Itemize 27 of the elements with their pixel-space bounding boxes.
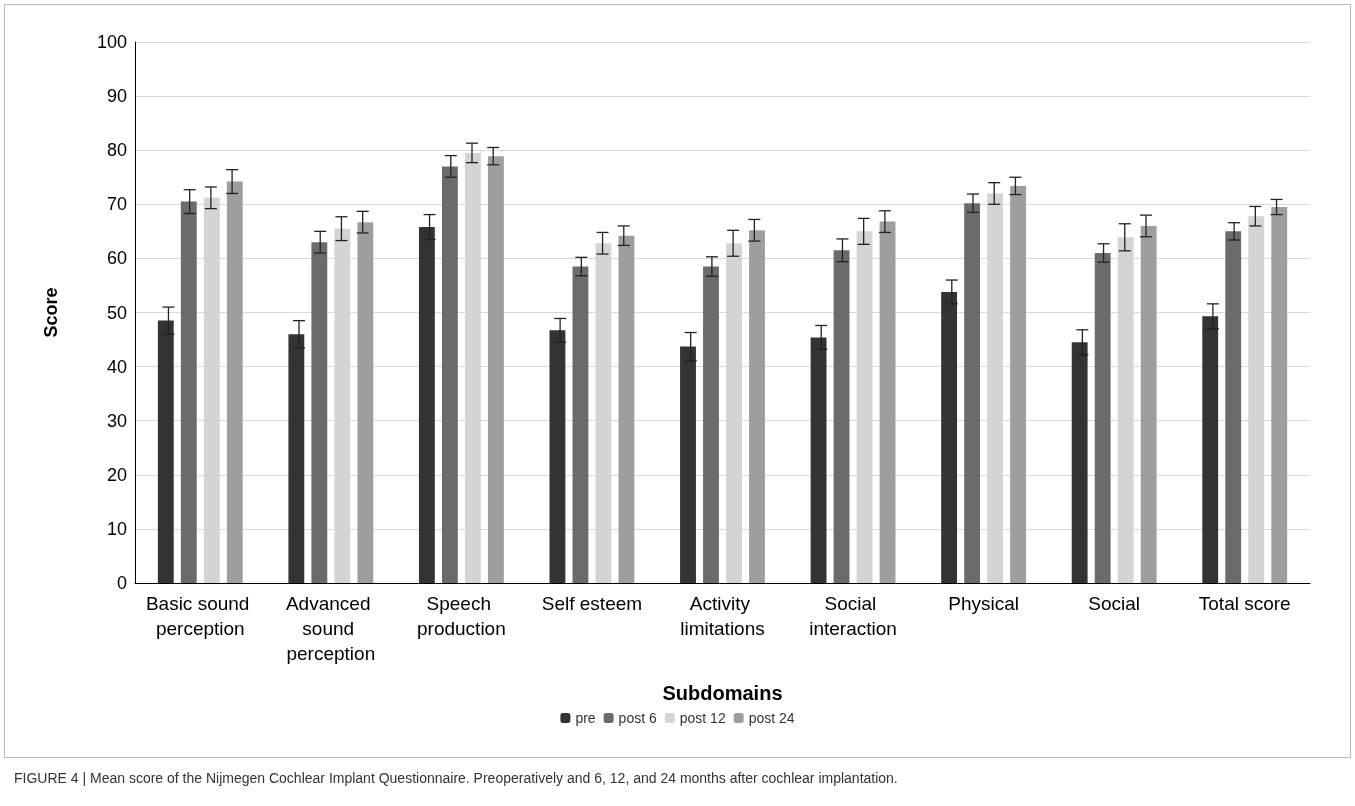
y-tick-label: 50: [106, 302, 127, 323]
y-tick-label: 60: [106, 248, 127, 269]
x-tick-label: Basic sound perception: [145, 593, 255, 639]
y-tick-label: 20: [106, 464, 127, 485]
y-tick-label: 30: [106, 410, 127, 431]
x-tick-label: Social interaction: [809, 593, 897, 639]
x-tick-label: Total score: [1198, 593, 1291, 614]
y-axis-title: Score: [41, 287, 61, 338]
y-tick-label: 0: [116, 573, 127, 593]
x-tick-label: Social: [1088, 593, 1141, 614]
x-tick-label: Activity limitations: [680, 593, 765, 639]
y-tick-label: 90: [106, 86, 127, 107]
legend-label: pre: [575, 710, 596, 726]
y-tick-label: 70: [106, 194, 127, 215]
x-tick-label: Self esteem: [541, 593, 643, 614]
legend-label: post 12: [679, 710, 726, 726]
x-tick-label: Advanced sound perception: [285, 593, 376, 664]
y-tick-label: 10: [106, 518, 127, 539]
caption: FIGURE 4 | Mean score of the Nijmegen Cochlear Implant Questionnaire. Preoperatively and 6, 12, and 24 months after cochlear implantation.: [14, 770, 898, 786]
y-tick-label: 40: [106, 356, 127, 377]
x-tick-label: Speech production: [417, 593, 506, 639]
x-axis-title: Subdomains: [662, 682, 783, 704]
x-tick-label: Physical: [948, 593, 1019, 614]
legend-label: post 24: [748, 710, 795, 726]
legend-label: post 6: [618, 710, 657, 726]
y-tick-label: 100: [96, 32, 127, 52]
y-tick-label: 80: [106, 140, 127, 161]
